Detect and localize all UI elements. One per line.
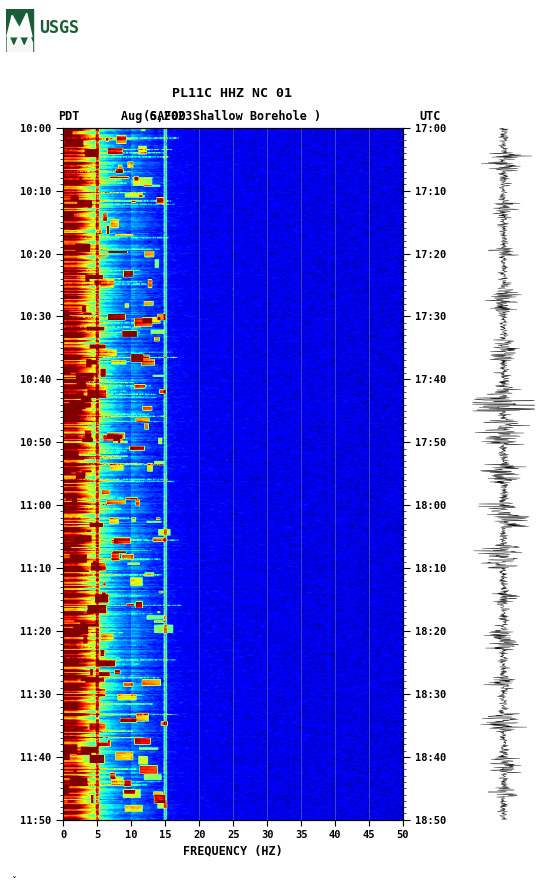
- Text: PDT: PDT: [58, 110, 79, 122]
- Text: Aug 6,2023: Aug 6,2023: [121, 110, 193, 122]
- Text: UTC: UTC: [420, 110, 441, 122]
- Text: ˇ: ˇ: [11, 877, 16, 887]
- Text: USGS: USGS: [39, 20, 78, 38]
- Text: (SAFOD Shallow Borehole ): (SAFOD Shallow Borehole ): [143, 110, 321, 122]
- X-axis label: FREQUENCY (HZ): FREQUENCY (HZ): [183, 845, 283, 857]
- Bar: [6, 9, 33, 52]
- Polygon shape: [7, 13, 32, 37]
- Text: PL11C HHZ NC 01: PL11C HHZ NC 01: [172, 88, 292, 100]
